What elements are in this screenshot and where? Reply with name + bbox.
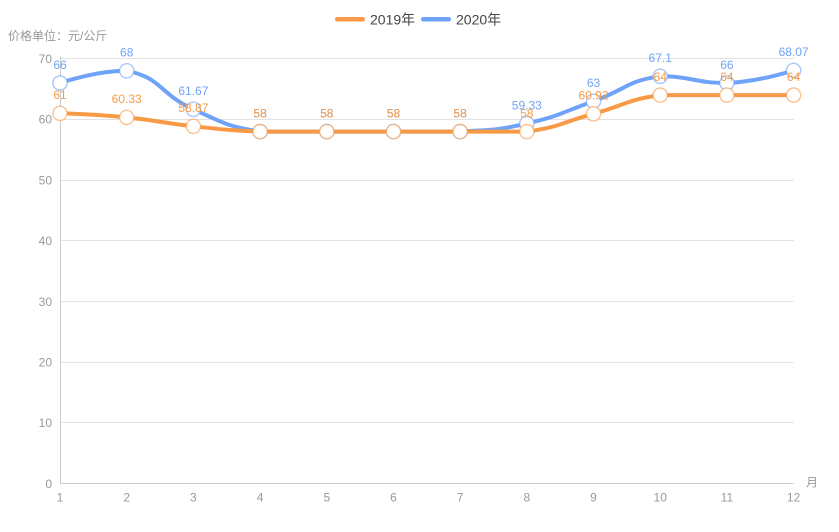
svg-text:58.87: 58.87	[178, 101, 208, 115]
svg-text:66: 66	[720, 58, 734, 72]
svg-text:12: 12	[787, 491, 801, 505]
svg-text:66: 66	[53, 58, 67, 72]
svg-text:价格单位：元/公斤: 价格单位：元/公斤	[8, 28, 107, 43]
svg-text:58: 58	[453, 106, 467, 120]
svg-text:10: 10	[654, 491, 668, 505]
svg-text:1: 1	[57, 491, 64, 505]
svg-text:60.33: 60.33	[112, 92, 142, 106]
svg-text:58: 58	[320, 106, 334, 120]
svg-text:58: 58	[520, 106, 534, 120]
svg-text:61.67: 61.67	[178, 84, 208, 98]
svg-text:2020年: 2020年	[456, 12, 501, 28]
svg-text:4: 4	[257, 491, 264, 505]
svg-text:67.1: 67.1	[649, 51, 673, 65]
svg-text:40: 40	[39, 234, 53, 248]
svg-text:58: 58	[453, 106, 467, 120]
svg-text:60: 60	[39, 113, 53, 127]
svg-text:30: 30	[39, 295, 53, 309]
svg-text:0: 0	[45, 477, 52, 491]
svg-text:64: 64	[720, 70, 734, 84]
svg-text:6: 6	[390, 491, 397, 505]
svg-text:63: 63	[587, 76, 601, 90]
svg-text:58: 58	[253, 106, 267, 120]
svg-text:7: 7	[457, 491, 464, 505]
svg-text:58: 58	[320, 106, 334, 120]
svg-text:10: 10	[39, 416, 53, 430]
svg-text:61: 61	[53, 88, 67, 102]
svg-text:5: 5	[323, 491, 330, 505]
svg-text:9: 9	[590, 491, 597, 505]
svg-text:58: 58	[253, 106, 267, 120]
svg-text:70: 70	[39, 52, 53, 66]
svg-text:月: 月	[806, 476, 818, 490]
svg-text:20: 20	[39, 356, 53, 370]
svg-text:11: 11	[721, 491, 734, 505]
svg-text:59.33: 59.33	[512, 98, 542, 112]
svg-text:58: 58	[387, 106, 401, 120]
svg-text:60.92: 60.92	[578, 89, 608, 103]
svg-text:8: 8	[523, 491, 530, 505]
svg-text:2: 2	[123, 491, 130, 505]
svg-text:68.07: 68.07	[779, 45, 809, 59]
svg-text:64: 64	[787, 70, 801, 84]
svg-text:58: 58	[387, 106, 401, 120]
svg-text:3: 3	[190, 491, 197, 505]
svg-text:64: 64	[654, 70, 668, 84]
svg-text:50: 50	[39, 173, 53, 187]
svg-text:68: 68	[120, 46, 134, 60]
svg-text:2019年: 2019年	[370, 12, 415, 28]
